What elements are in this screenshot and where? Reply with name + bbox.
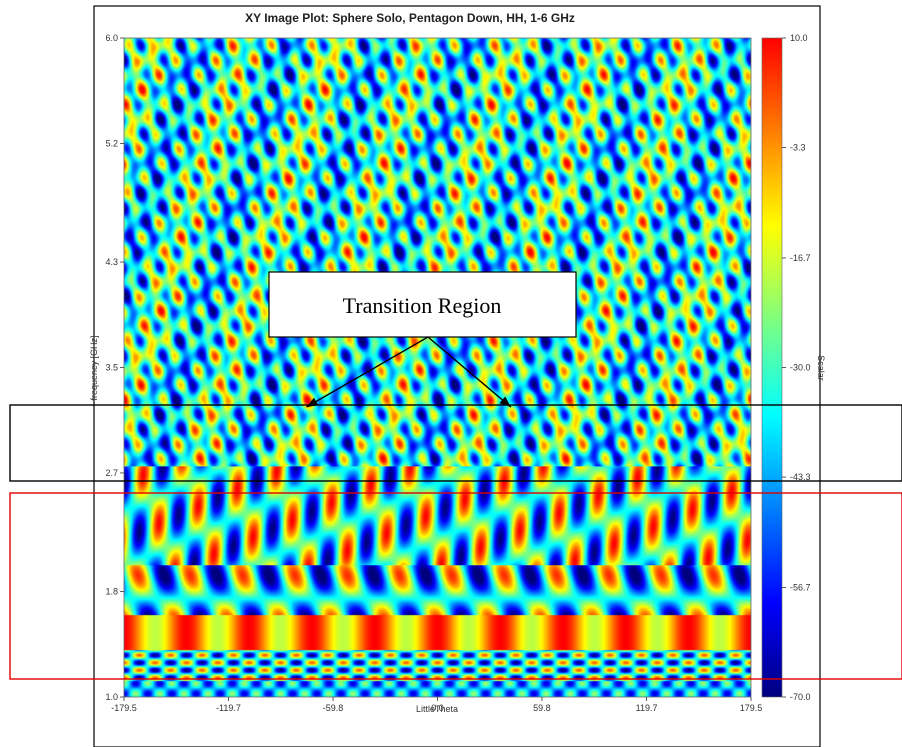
annotation-box [268, 271, 577, 338]
colorbar-tick-label: -70.0 [790, 692, 811, 702]
y-tick-label: 4.3 [105, 257, 118, 267]
x-axis-label: LittleTheta [416, 704, 458, 714]
colorbar-tick-label: -56.7 [790, 582, 811, 592]
y-tick-label: 3.5 [105, 363, 118, 373]
y-tick-label: 5.2 [105, 138, 118, 148]
x-tick-label: -179.5 [111, 703, 137, 713]
annotation-arrow-line [427, 336, 512, 408]
x-tick-label: -119.7 [216, 703, 241, 713]
transition-region-box [9, 404, 902, 482]
x-tick-label: -59.8 [323, 703, 344, 713]
annotation-arrow-head [499, 396, 511, 408]
y-tick-label: 1.0 [105, 692, 118, 702]
colorbar-label: Scalar [816, 355, 826, 381]
y-tick-label: 6.0 [105, 33, 118, 43]
y-tick-label: 2.7 [105, 468, 118, 478]
y-axis: 1.0 1.8 2.7 3.5 4.3 5.2 6.0 [105, 33, 124, 702]
x-tick-label: 179.5 [740, 703, 763, 713]
colorbar-tick-label: -3.3 [790, 143, 806, 153]
lower-band-box [9, 492, 902, 680]
chart-title: XY Image Plot: Sphere Solo, Pentagon Dow… [245, 11, 575, 25]
colorbar-tick-label: -30.0 [790, 363, 811, 373]
annotation-arrow-head [306, 397, 319, 408]
heatmap-raster [124, 38, 751, 697]
colorbar-tick-label: -43.3 [790, 472, 811, 482]
annotation-arrows [306, 336, 512, 408]
colorbar-tick-label: -16.7 [790, 253, 811, 263]
y-tick-label: 1.8 [105, 587, 118, 597]
heatmap-image [124, 38, 751, 697]
x-tick-label: 119.7 [636, 703, 658, 713]
colorbar-axis: 10.0 -3.3 -16.7 -30.0 -43.3 -56.7 -70.0 [782, 33, 811, 702]
x-axis: -179.5 -119.7 -59.8 0.0 59.8 119.7 179.5 [111, 697, 762, 713]
colorbar [761, 37, 783, 698]
annotation-arrow-line [306, 336, 429, 408]
x-tick-label: 0.0 [431, 703, 444, 713]
colorbar-tick-label: 10.0 [790, 33, 808, 43]
x-tick-label: 59.8 [533, 703, 551, 713]
annotation-text: Transition Region [343, 293, 502, 318]
y-axis-label: frequency [GHz] [89, 335, 99, 400]
